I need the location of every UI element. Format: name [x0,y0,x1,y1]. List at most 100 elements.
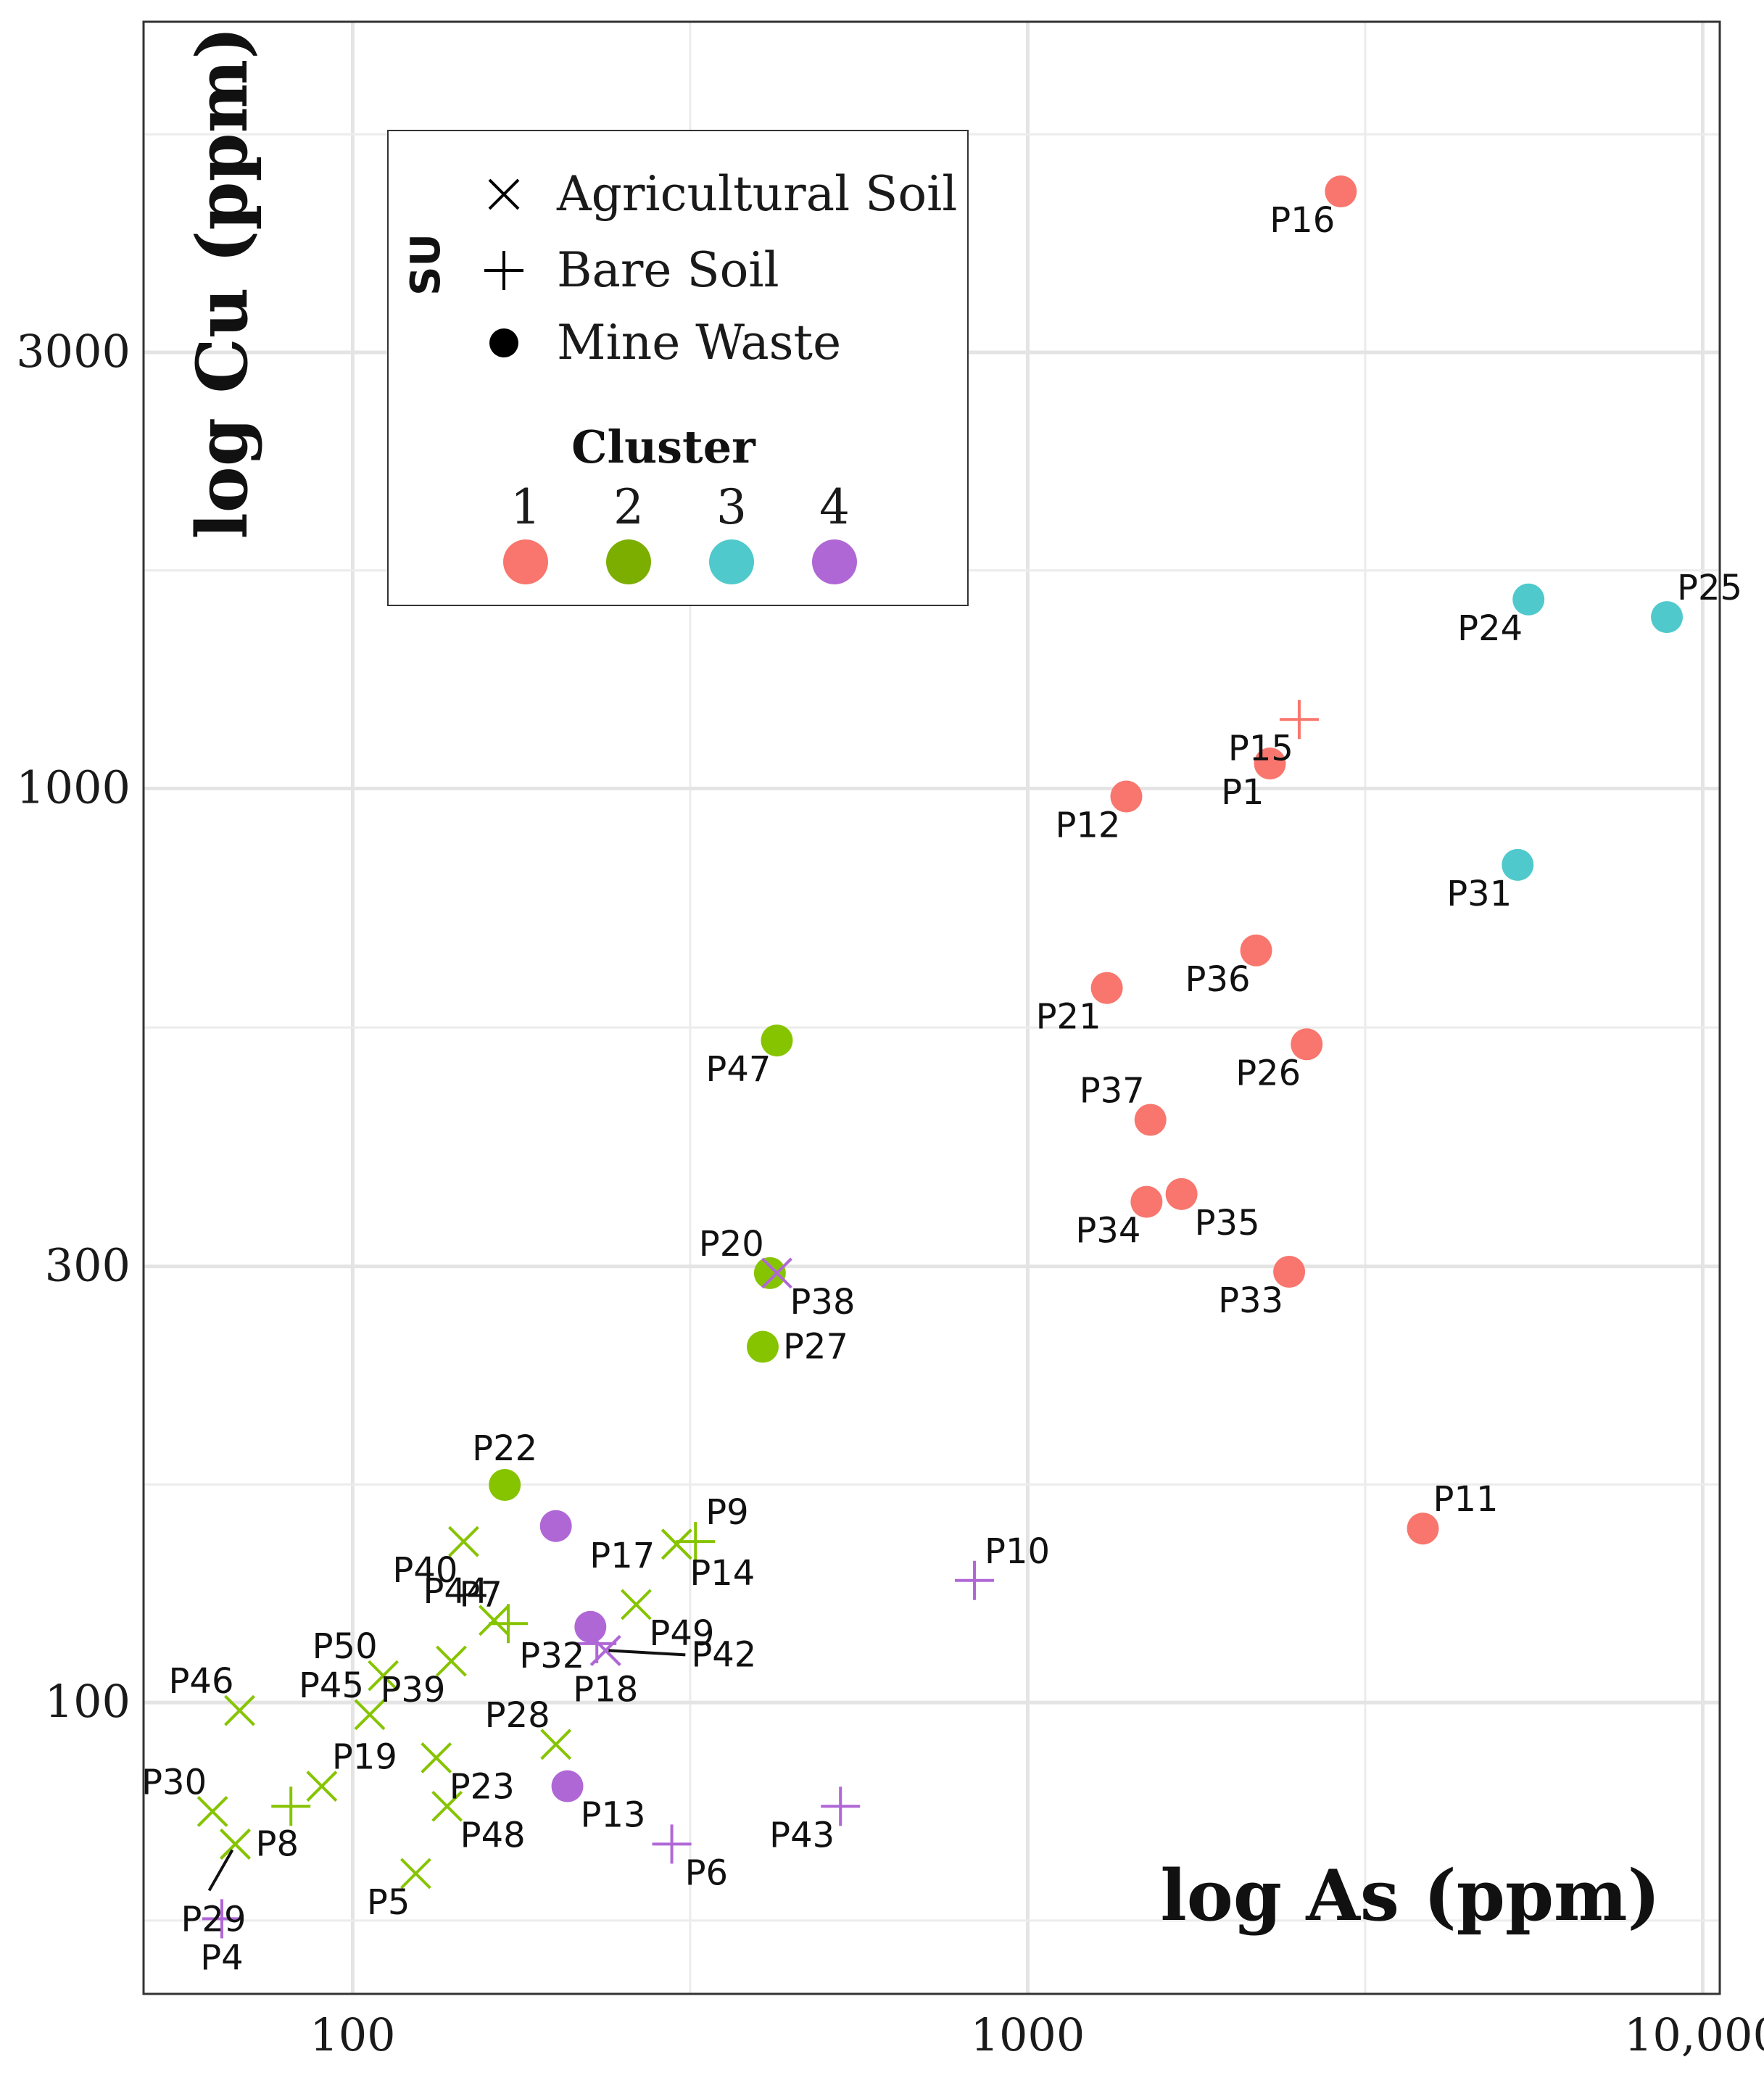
point-label: P13 [581,1795,646,1836]
legend-cluster-swatch [606,539,651,584]
point-label: P35 [1195,1203,1260,1243]
point-label: P45 [299,1665,364,1706]
x-marker-stroke [306,1771,338,1802]
point-label: P25 [1677,568,1742,608]
x-tick-label: 1000 [971,2008,1085,2061]
point-label: P27 [783,1327,848,1367]
point-label: P5 [367,1882,410,1923]
x-marker-stroke [354,1699,386,1731]
data-point [1165,1177,1198,1210]
y-tick-label: 100 [45,1675,131,1728]
point-label: P15 [1228,728,1293,769]
data-point [1110,780,1143,813]
data-point [1254,748,1286,780]
data-point [577,1623,617,1663]
y-tick-label: 1000 [16,761,131,814]
legend-box [387,130,969,606]
point-label: P47 [705,1049,771,1090]
point-label: P29 [181,1899,246,1940]
data-point [676,1522,716,1562]
x-axis-ticks: 100 1000 10,000 [310,2008,1764,2061]
plot-panel-border [142,20,1721,1995]
legend-su-symbol [484,251,523,290]
y-tick-label: 300 [45,1239,131,1292]
point-label: P32 [519,1636,584,1676]
data-point [821,1787,861,1826]
point-label: P33 [1218,1280,1283,1321]
point-label: P19 [332,1737,397,1778]
x-marker-stroke [224,1694,255,1726]
point-label: P37 [1080,1071,1145,1112]
x-marker-stroke [436,1645,467,1677]
x-marker-stroke [368,1660,399,1692]
data-point [753,1257,786,1289]
point-label: P8 [256,1824,299,1864]
point-label: P42 [691,1634,756,1675]
point-label: P7 [459,1574,502,1615]
data-point [661,1528,692,1560]
point-label: P10 [985,1531,1050,1572]
data-point [1502,848,1534,881]
point-label: P24 [1457,608,1523,649]
data-point [421,1742,452,1773]
point-label: P44 [423,1571,488,1612]
point-label: P34 [1075,1211,1140,1251]
label-leader-line [207,1849,234,1892]
data-point [620,1589,652,1620]
x-marker-stroke [479,1605,510,1636]
legend-cluster-swatch [503,539,548,584]
legend-su-symbol [489,328,518,357]
data-point [196,1795,228,1827]
legend-cluster-swatch [812,539,857,584]
x-marker-stroke [761,1257,792,1289]
point-label: P21 [1036,997,1101,1038]
legend-cluster-title: Cluster [571,421,756,473]
legend-cluster-items: 1 2 3 4 [503,479,857,584]
legend-cluster-number: 2 [613,479,644,535]
x-marker-stroke [421,1742,452,1773]
point-label: P48 [460,1815,526,1855]
point-label: P39 [380,1670,445,1710]
point-label: P20 [699,1224,764,1264]
point-labels: P1 P4 P5 P6 P7 P8 P9 P10 P11 P12 P13 P14 P15 P16 P17 P1… [141,200,1742,1978]
data-point [652,1824,692,1864]
legend-su-label: Bare Soil [557,242,779,298]
data-point [761,1024,793,1057]
data-point [271,1787,311,1826]
x-marker-stroke [488,178,520,210]
data-point [1240,934,1272,966]
point-label: P4 [200,1937,243,1978]
point-label: P18 [573,1669,638,1710]
legend-cluster-number: 3 [716,479,747,535]
point-label: P26 [1235,1053,1301,1093]
data-point [224,1694,255,1726]
data-point [306,1771,338,1802]
data-point [1512,583,1545,616]
data-points [196,175,1684,1939]
point-label: P14 [690,1553,755,1594]
point-label: P6 [685,1853,728,1893]
data-point [761,1257,792,1289]
data-point [354,1699,386,1731]
y-tick-label: 3000 [16,325,131,378]
x-marker-stroke [431,1790,463,1822]
data-point [539,1510,572,1542]
x-axis-title: log As (ppm) [1160,1855,1660,1937]
data-point [399,1858,431,1889]
data-point [1651,601,1684,634]
data-point [368,1660,399,1692]
x-marker-stroke [448,1526,479,1557]
point-label: P43 [769,1815,835,1855]
data-point [448,1526,479,1557]
data-point [1273,1256,1306,1288]
legend-su-label: Agricultural Soil [556,166,957,222]
label-leader-line [608,1649,686,1657]
x-marker-stroke [661,1528,692,1560]
data-point [1134,1104,1167,1136]
data-point [220,1829,251,1860]
data-point [436,1645,467,1677]
data-point [1325,175,1357,208]
x-marker-stroke [399,1858,431,1889]
legend-su-title: SU [402,233,450,296]
